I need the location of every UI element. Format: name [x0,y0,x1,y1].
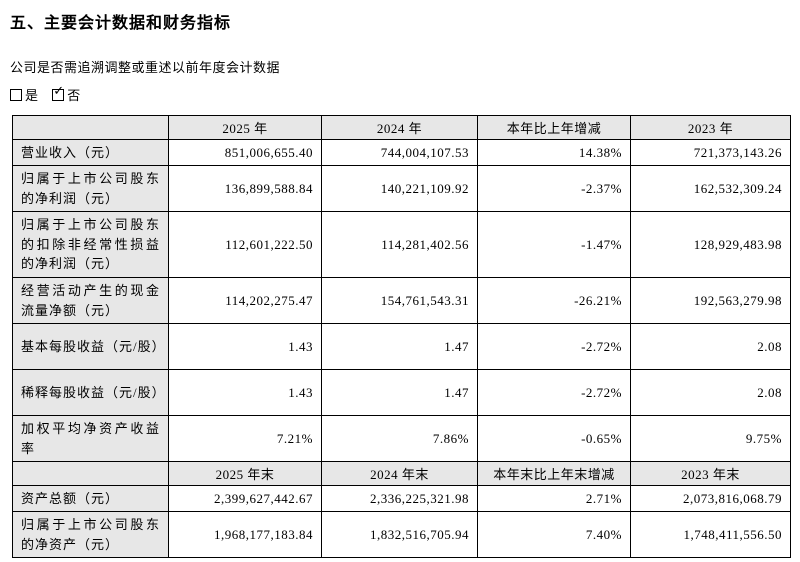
check-icon: ✓ [53,84,65,99]
value-cell: 1,748,411,556.50 [630,511,791,558]
value-cell: 154,761,543.31 [321,277,478,324]
value-cell: 136,899,588.84 [168,165,322,212]
value-cell: -1.47% [477,211,631,278]
financial-indicators-table: 2025 年 2024 年 本年比上年增减 2023 年 营业收入（元） 851… [12,115,791,558]
value-cell: 2.71% [477,485,631,512]
value-cell: 7.40% [477,511,631,558]
value-cell: -2.37% [477,165,631,212]
table-header-row-year-end: 2025 年末 2024 年末 本年末比上年末增减 2023 年末 [12,461,791,486]
checkbox-group: 是 ✓ 否 [10,85,800,104]
value-cell: -2.72% [477,323,631,370]
value-cell: 2.08 [630,369,791,416]
year-end-column-header-2024: 2024 年末 [321,461,478,486]
value-cell: 2,073,816,068.79 [630,485,791,512]
year-column-header-2023: 2023 年 [630,115,791,140]
table-row-basic-eps: 基本每股收益（元/股） 1.43 1.47 -2.72% 2.08 [12,323,791,370]
value-cell: 114,202,275.47 [168,277,322,324]
table-row-total-assets: 资产总额（元） 2,399,627,442.67 2,336,225,321.9… [12,485,791,512]
value-cell: 2,399,627,442.67 [168,485,322,512]
checkbox-no[interactable]: ✓ [52,85,65,101]
value-cell: 744,004,107.53 [321,139,478,166]
value-cell: 112,601,222.50 [168,211,322,278]
value-cell: 851,006,655.40 [168,139,322,166]
table-row-net-profit-excl-nonrecurring: 归属于上市公司股东的扣除非经常性损益的净利润（元） 112,601,222.50… [12,211,791,278]
value-cell: 162,532,309.24 [630,165,791,212]
yoy-change-column-header: 本年比上年增减 [477,115,631,140]
value-cell: 1.47 [321,369,478,416]
checkbox-yes[interactable] [10,89,22,101]
year-column-header-2024: 2024 年 [321,115,478,140]
value-cell: 1.43 [168,323,322,370]
row-label-cell: 归属于上市公司股东的净资产（元） [12,511,169,558]
table-row-revenue: 营业收入（元） 851,006,655.40 744,004,107.53 14… [12,139,791,166]
value-cell: 9.75% [630,415,791,462]
value-cell: 2.08 [630,323,791,370]
value-cell: 2,336,225,321.98 [321,485,478,512]
year-end-column-header-2023: 2023 年末 [630,461,791,486]
row-label-cell: 稀释每股收益（元/股） [12,369,169,416]
value-cell: 1,968,177,183.84 [168,511,322,558]
value-cell: 14.38% [477,139,631,166]
page-title: 五、主要会计数据和财务指标 [10,15,232,32]
value-cell: 128,929,483.98 [630,211,791,278]
value-cell: 721,373,143.26 [630,139,791,166]
value-cell: 192,563,279.98 [630,277,791,324]
value-cell: 1,832,516,705.94 [321,511,478,558]
value-cell: 114,281,402.56 [321,211,478,278]
value-cell: -26.21% [477,277,631,324]
row-label-cell: 归属于上市公司股东的扣除非经常性损益的净利润（元） [12,211,169,278]
table-row-net-assets: 归属于上市公司股东的净资产（元） 1,968,177,183.84 1,832,… [12,511,791,558]
restatement-note: 公司是否需追溯调整或重述以前年度会计数据 [10,60,281,75]
value-cell: 7.21% [168,415,322,462]
row-label-cell: 加权平均净资产收益率 [12,415,169,462]
value-cell: 1.43 [168,369,322,416]
checkbox-no-label: 否 [67,88,81,103]
table-row-operating-cash-flow: 经营活动产生的现金流量净额（元） 114,202,275.47 154,761,… [12,277,791,324]
value-cell: -2.72% [477,369,631,416]
table-header-row-annual: 2025 年 2024 年 本年比上年增减 2023 年 [12,115,791,140]
row-label-cell: 营业收入（元） [12,139,169,166]
year-end-column-header-2025: 2025 年末 [168,461,322,486]
row-label-cell: 归属于上市公司股东的净利润（元） [12,165,169,212]
value-cell: -0.65% [477,415,631,462]
checkbox-yes-label: 是 [25,88,39,103]
value-cell: 7.86% [321,415,478,462]
row-label-cell: 资产总额（元） [12,485,169,512]
header-cell-blank [12,115,169,140]
table-row-weighted-avg-roe: 加权平均净资产收益率 7.21% 7.86% -0.65% 9.75% [12,415,791,462]
year-end-change-column-header: 本年末比上年末增减 [477,461,631,486]
value-cell: 1.47 [321,323,478,370]
table-row-net-profit: 归属于上市公司股东的净利润（元） 136,899,588.84 140,221,… [12,165,791,212]
year-column-header-2025: 2025 年 [168,115,322,140]
row-label-cell: 基本每股收益（元/股） [12,323,169,370]
row-label-cell: 经营活动产生的现金流量净额（元） [12,277,169,324]
value-cell: 140,221,109.92 [321,165,478,212]
table-row-diluted-eps: 稀释每股收益（元/股） 1.43 1.47 -2.72% 2.08 [12,369,791,416]
header-cell-blank [12,461,169,486]
